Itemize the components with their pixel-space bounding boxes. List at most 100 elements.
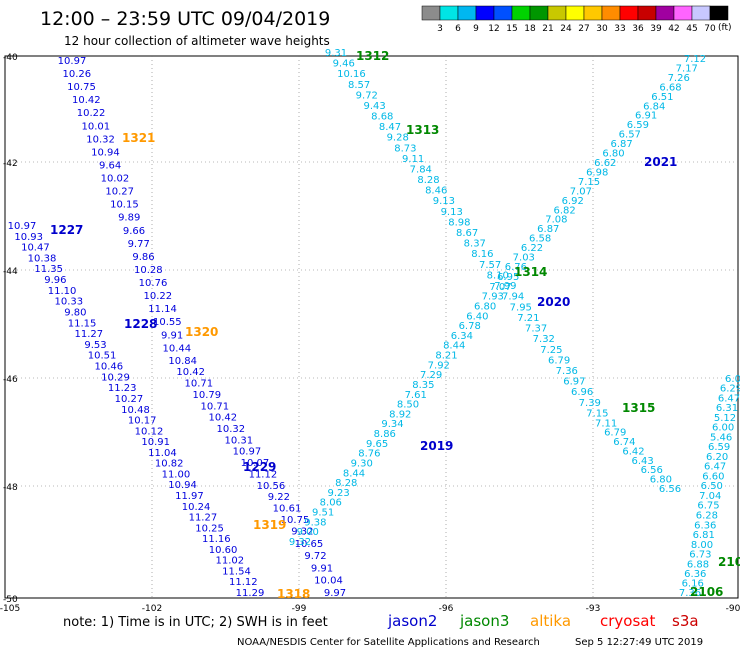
swh-value: 10.46 [94, 362, 123, 373]
swh-value: 9.11 [402, 154, 424, 165]
swh-value: 8.50 [397, 400, 419, 411]
swh-value: 6.40 [466, 311, 488, 322]
swh-value: 10.04 [314, 576, 343, 587]
swh-value: 6.47 [704, 462, 726, 473]
swh-value: 11.16 [202, 534, 231, 545]
pass-label-1228: 1228 [124, 317, 157, 331]
swh-value: 9.51 [312, 508, 334, 519]
swh-value: 8.98 [448, 217, 470, 228]
swh-value: 7.12 [684, 54, 706, 65]
legend-swatch [637, 5, 657, 21]
swh-value: 8.44 [343, 468, 365, 479]
swh-value: 6.92 [562, 196, 584, 207]
swh-value: 6.68 [659, 82, 681, 93]
legend-label: 3 [437, 24, 443, 34]
swh-value: 10.56 [257, 481, 286, 492]
swh-value: 10.16 [337, 69, 366, 80]
legend-swatch [619, 5, 639, 21]
swh-value: 9.34 [381, 419, 403, 430]
longitude-label: -105 [0, 604, 20, 614]
swh-value: 10.82 [155, 459, 184, 470]
swh-value: 9.32 [289, 537, 311, 548]
longitude-labels: -105 -102 -99 -96 -93 -90 [0, 604, 740, 614]
swh-value: 10.27 [105, 187, 134, 198]
mission-cryosat: cryosat [600, 612, 655, 630]
legend-swatch [457, 5, 477, 21]
swh-value: 9.65 [366, 439, 388, 450]
legend-label: 42 [668, 24, 679, 34]
legend-label: 12 [488, 24, 499, 34]
legend-labels: 3 6 9 12 15 18 21 24 27 30 33 36 39 42 45 70 [437, 24, 716, 34]
swh-value: 10.47 [21, 243, 50, 254]
swh-value: 9.32 [291, 527, 313, 538]
pass-label-210: 210 [718, 555, 740, 569]
pass-label-1229: 1229 [243, 460, 276, 474]
swh-value: 9.72 [304, 551, 326, 562]
swh-value: 6.78 [459, 321, 481, 332]
swh-value: 10.01 [81, 121, 110, 132]
swh-value: 10.75 [281, 515, 310, 526]
swh-value: 8.57 [348, 80, 370, 91]
legend-label: 45 [686, 24, 697, 34]
swh-value: 6.59 [708, 442, 730, 453]
swh-value: 6.80 [650, 475, 672, 486]
track-1312-1313: 9.319.4610.168.579.729.438.688.479.288.7… [325, 48, 681, 495]
swh-value: 9.13 [441, 207, 463, 218]
swh-value: 9.97 [324, 588, 346, 599]
west-track-b: 10.9710.9310.4710.3811.359.9611.1010.339… [8, 221, 265, 599]
swh-value: 10.94 [168, 480, 197, 491]
legend-label: 21 [542, 24, 553, 34]
swh-value: 7.36 [556, 366, 578, 377]
swh-value: 8.68 [371, 112, 393, 123]
swh-value: 7.08 [545, 215, 567, 226]
swh-value: 11.04 [148, 448, 177, 459]
swh-value: 9.77 [128, 239, 150, 250]
legend-swatch [475, 5, 495, 21]
swh-value: 6.00 [712, 423, 734, 434]
legend-label: 9 [473, 24, 479, 34]
swh-value: 11.29 [236, 588, 265, 599]
legend-swatch [655, 5, 675, 21]
swh-value: 7.57 [479, 260, 501, 271]
legend-swatch [583, 5, 603, 21]
swh-value: 10.33 [54, 297, 83, 308]
swh-value: 9.91 [311, 563, 333, 574]
swh-value: 6.42 [622, 446, 644, 457]
swh-value: 10.65 [295, 539, 324, 550]
swh-value: 6.91 [635, 111, 657, 122]
legend-swatches [421, 5, 729, 21]
legend-label: 18 [524, 24, 536, 34]
swh-value: 10.75 [67, 82, 96, 93]
legend-unit: (ft) [718, 23, 732, 33]
swh-value: 10.42 [72, 95, 101, 106]
swh-value: 7.25 [540, 345, 562, 356]
pass-label-1320: 1320 [185, 325, 218, 339]
swh-value: 11.54 [222, 566, 251, 577]
altimeter-tracks: 10.97 10.26 10.75 10.42 10.22 10.01 10.32 10.94… [8, 48, 740, 599]
swh-value: 10.29 [101, 372, 130, 383]
swh-value: 9.64 [99, 161, 121, 172]
swh-value: 6.74 [613, 437, 635, 448]
swh-value: 10.97 [58, 56, 87, 67]
legend-label: 27 [578, 24, 589, 34]
swh-value: 7.39 [579, 398, 601, 409]
swh-value: 10.42 [176, 367, 205, 378]
legend-swatch [493, 5, 513, 21]
swh-value: 6.59 [627, 120, 649, 131]
pass-label-2020: 2020 [537, 295, 570, 309]
swh-value: 6.57 [619, 130, 641, 141]
swh-value: 11.27 [74, 329, 103, 340]
swh-value: 8.37 [464, 239, 486, 250]
legend-label: 6 [455, 24, 461, 34]
swh-value: 10.38 [28, 253, 57, 264]
swh-value: 6.80 [474, 301, 496, 312]
latitude-label: -42 [3, 159, 18, 169]
legend-swatch [691, 5, 711, 21]
swh-value: 8.44 [443, 341, 465, 352]
legend-swatch [547, 5, 567, 21]
swh-value: 9.23 [327, 488, 349, 499]
swh-value: 6.76 [505, 262, 527, 273]
swh-value: 8.86 [374, 429, 396, 440]
swh-value: 8.28 [335, 478, 357, 489]
